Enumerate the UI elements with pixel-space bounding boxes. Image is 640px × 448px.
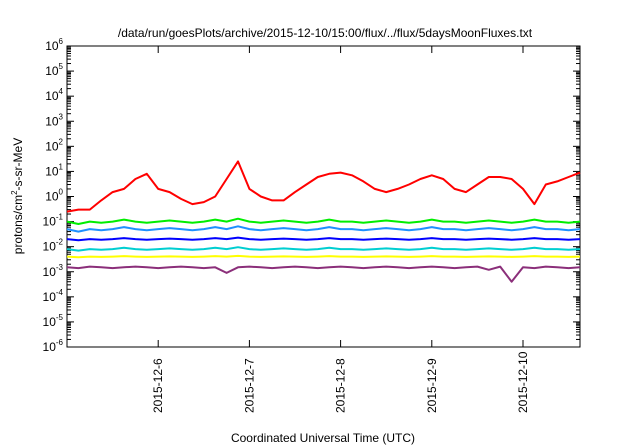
y-tick-label: 101 <box>45 162 63 178</box>
y-tick-label: 103 <box>45 112 63 128</box>
y-tick-label: 10-6 <box>43 338 64 354</box>
plot-frame <box>66 45 581 348</box>
x-tick-label: 2015-12-8 <box>334 358 348 413</box>
series-line-7 <box>66 265 581 283</box>
x-axis: 2015-12-6 2015-12-7 2015-12-8 2015-12-9 2015… <box>151 46 530 413</box>
series-line-1 <box>66 160 581 213</box>
chart-title: /data/run/goesPlots/archive/2015-12-10/1… <box>118 26 533 40</box>
y-axis-label-suffix: -s-sr-MeV <box>11 138 25 191</box>
x-tick-label: 2015-12-6 <box>151 358 165 413</box>
y-axis-label: protons/cm2-s-sr-MeV <box>10 138 25 254</box>
series-line-5 <box>66 246 581 252</box>
y-tick-label: 106 <box>45 37 63 53</box>
y-tick-label: 100 <box>45 188 63 204</box>
y-tick-label: 105 <box>45 62 63 78</box>
y-tick-label: 10-3 <box>43 263 64 279</box>
y-axis-label-prefix: protons/cm <box>11 195 25 254</box>
x-tick-label: 2015-12-7 <box>242 358 256 413</box>
y-tick-label: 10-1 <box>43 213 64 229</box>
y-tick-label: 104 <box>45 87 63 103</box>
series-layer <box>66 160 581 283</box>
series-line-6 <box>66 254 581 259</box>
y-tick-label: 10-4 <box>43 288 64 304</box>
y-tick-label: 102 <box>45 137 63 153</box>
series-line-3 <box>66 225 581 233</box>
x-tick-label: 2015-12-10 <box>516 351 530 413</box>
y-axis: 10-6 10-5 10-4 10-3 10-2 10-1 100 101 102 103 104 1… <box>43 37 580 354</box>
x-axis-label: Coordinated Universal Time (UTC) <box>231 431 415 445</box>
x-tick-label: 2015-12-9 <box>425 358 439 413</box>
y-axis-label-superscript: 2 <box>10 190 19 195</box>
y-tick-label: 10-5 <box>43 313 64 329</box>
series-line-4 <box>66 236 581 242</box>
y-tick-label: 10-2 <box>43 238 64 254</box>
series-line-2 <box>66 217 581 225</box>
